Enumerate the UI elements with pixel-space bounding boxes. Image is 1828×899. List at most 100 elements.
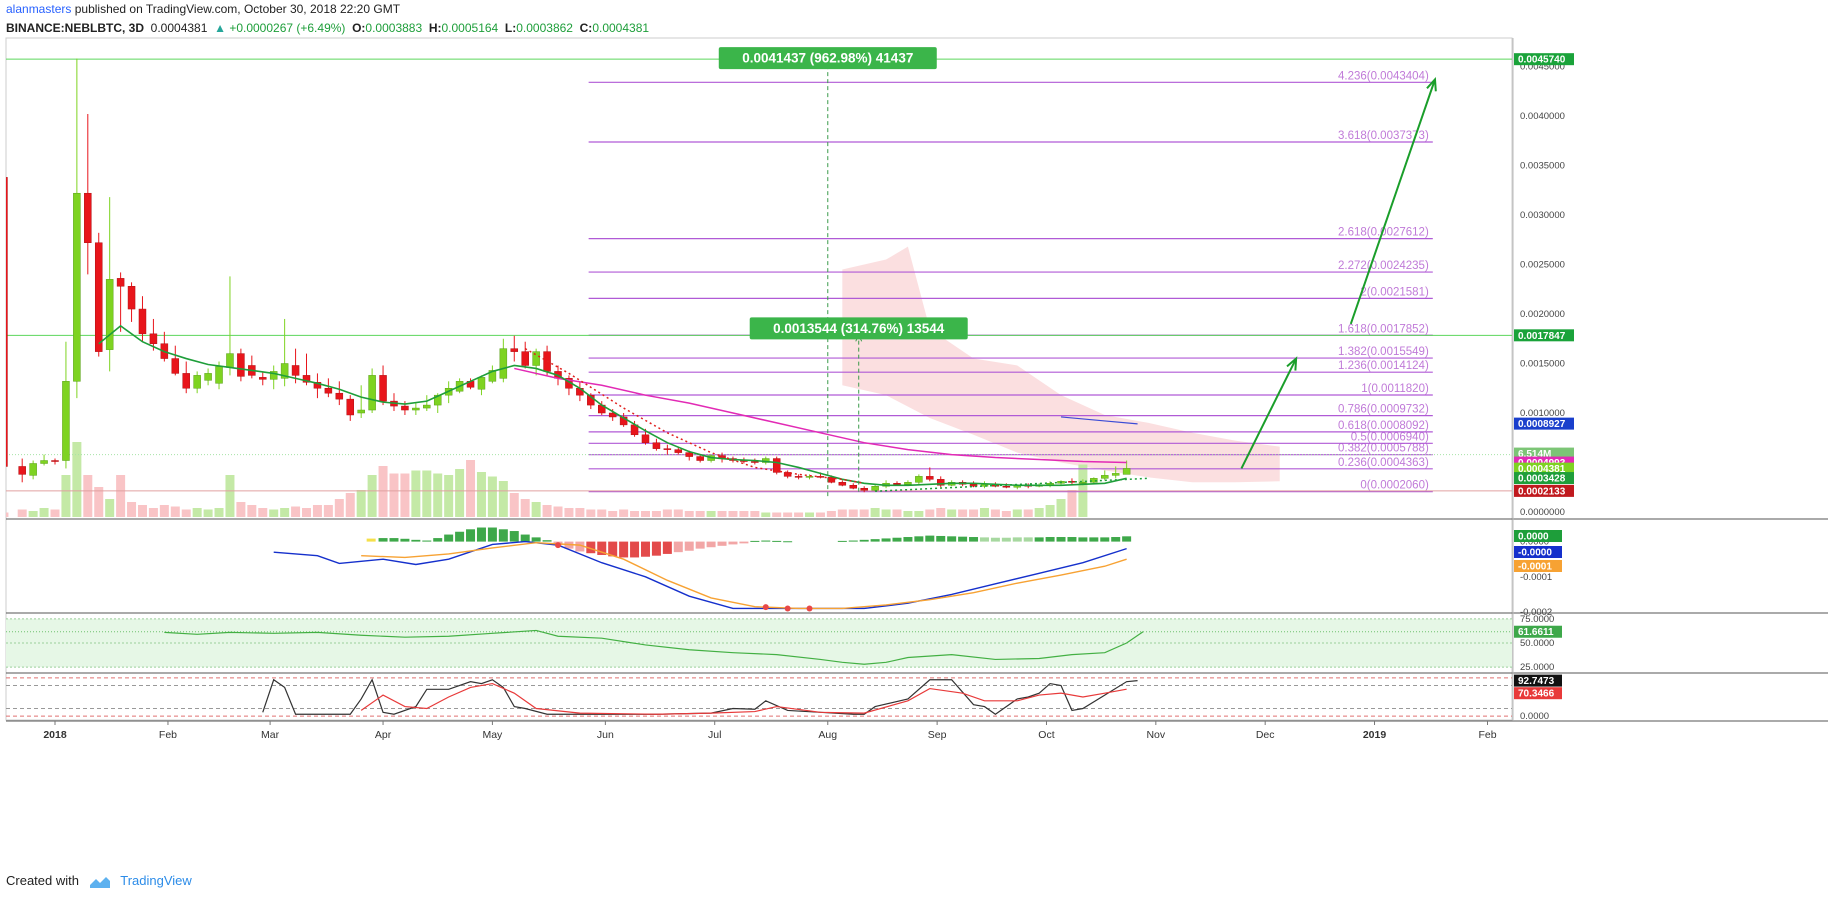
rsi-axis-label: 50.0000 bbox=[1520, 638, 1554, 649]
volume-bar bbox=[564, 508, 574, 517]
volume-bar bbox=[794, 512, 804, 517]
volume-bar bbox=[159, 505, 169, 517]
projection-arrowhead bbox=[1426, 76, 1437, 92]
macd-histogram-bar bbox=[378, 538, 388, 542]
ichimoku-cloud bbox=[842, 246, 1280, 483]
candle-body bbox=[915, 476, 923, 483]
low-label: L: bbox=[504, 21, 517, 35]
macd-histogram-bar bbox=[509, 531, 519, 542]
volume-bar bbox=[881, 509, 891, 517]
macd-histogram-bar bbox=[389, 538, 399, 542]
volume-bar bbox=[772, 512, 782, 517]
volume-bar bbox=[826, 511, 836, 517]
macd-histogram-bar bbox=[750, 540, 760, 542]
candle-body bbox=[204, 373, 212, 381]
volume-bar bbox=[728, 511, 738, 517]
time-tick-label: Sep bbox=[928, 729, 947, 741]
rsi-badge bbox=[1514, 625, 1562, 638]
price-tick-label: 0.0035000 bbox=[1520, 161, 1565, 172]
volume-bar bbox=[487, 476, 497, 517]
candle-body bbox=[280, 363, 289, 379]
volume-bar bbox=[651, 511, 661, 517]
candle-body bbox=[379, 375, 387, 402]
candle-body bbox=[499, 348, 508, 379]
volume-bar bbox=[498, 481, 508, 517]
volume-bar bbox=[695, 511, 705, 517]
candle-body bbox=[346, 398, 354, 416]
volume-bar bbox=[258, 508, 268, 517]
candle-body bbox=[401, 405, 409, 411]
macd-histogram-bar bbox=[1034, 537, 1044, 542]
volume-bar bbox=[892, 509, 902, 517]
time-tick-label: Aug bbox=[818, 729, 837, 741]
fib-level-label: 2(0.0021581) bbox=[1360, 286, 1429, 298]
macd-histogram-bar bbox=[366, 538, 376, 542]
volume-bar bbox=[411, 470, 421, 517]
candle-body bbox=[477, 377, 486, 390]
macd-histogram-bar bbox=[466, 529, 476, 542]
stoch-k-line bbox=[262, 678, 1138, 715]
price-badge bbox=[1514, 472, 1574, 485]
macd-histogram-bar bbox=[520, 534, 530, 542]
candle-body bbox=[1079, 482, 1087, 484]
fib-level-label: 0.236(0.0004363) bbox=[1338, 457, 1429, 469]
volume-bar bbox=[247, 505, 257, 517]
candle-body bbox=[860, 487, 868, 491]
macd-histogram-bar bbox=[1078, 537, 1088, 542]
candle-body bbox=[29, 463, 37, 476]
candle-body bbox=[926, 476, 934, 480]
candle-body bbox=[127, 286, 136, 310]
macd-histogram-bar bbox=[947, 536, 957, 542]
macd-histogram-bar bbox=[772, 540, 782, 542]
price-tick-label: 0.0010000 bbox=[1520, 408, 1565, 419]
macd-histogram-bar bbox=[400, 538, 410, 542]
candle-body bbox=[794, 476, 803, 478]
volume-bar bbox=[1023, 509, 1033, 517]
volume-bar bbox=[433, 473, 443, 517]
fib-level-label: 0.382(0.0005788) bbox=[1338, 443, 1429, 455]
volume-bar bbox=[761, 512, 771, 517]
macd-histogram-bar bbox=[706, 541, 716, 548]
volume-bar bbox=[1012, 509, 1022, 517]
macd-histogram-bar bbox=[903, 537, 913, 542]
candle-body bbox=[532, 351, 540, 366]
candle-body bbox=[84, 192, 92, 243]
measure-label-box bbox=[718, 47, 937, 70]
macd-histogram-bar bbox=[979, 537, 989, 542]
time-tick-label: May bbox=[482, 729, 503, 741]
volume-bar bbox=[608, 511, 618, 517]
time-tick-label: Dec bbox=[1256, 729, 1275, 741]
volume-bar bbox=[302, 508, 312, 517]
macd-cross-dot bbox=[555, 542, 562, 549]
volume-bar bbox=[1034, 508, 1044, 517]
volume-bar bbox=[684, 511, 694, 517]
fib-level-label: 1(0.0011820) bbox=[1361, 383, 1429, 395]
candle-body bbox=[652, 442, 661, 449]
high-label: H: bbox=[428, 21, 442, 35]
macd-histogram-bar bbox=[619, 541, 629, 558]
open-value: 0.0003883 bbox=[365, 21, 423, 35]
volume-bar bbox=[269, 509, 279, 517]
macd-axis-label: -0.0001 bbox=[1520, 572, 1552, 583]
volume-bar bbox=[870, 508, 880, 517]
price-badge bbox=[1514, 329, 1574, 342]
volume-bar bbox=[61, 475, 71, 517]
price-badge-label: 0.0008927 bbox=[1518, 419, 1566, 430]
macd-histogram-bar bbox=[1023, 537, 1033, 542]
tradingview-logo-icon bbox=[89, 876, 110, 888]
volume-bar bbox=[291, 506, 301, 517]
macd-histogram-bar bbox=[1100, 537, 1110, 542]
candle-body bbox=[1122, 468, 1131, 475]
volume-bar bbox=[334, 499, 344, 517]
volume-bar bbox=[815, 512, 825, 517]
fib-level-label: 2.618(0.0027612) bbox=[1338, 227, 1429, 239]
candle-body bbox=[838, 482, 847, 486]
candle-body bbox=[510, 348, 519, 352]
volume-bar bbox=[739, 511, 749, 517]
macd-histogram-bar bbox=[958, 536, 968, 542]
time-tick-label: Apr bbox=[375, 729, 392, 741]
author-link[interactable]: alanmasters bbox=[6, 2, 72, 16]
stoch-badge bbox=[1514, 674, 1562, 687]
tradingview-link[interactable]: TradingView bbox=[120, 873, 192, 888]
